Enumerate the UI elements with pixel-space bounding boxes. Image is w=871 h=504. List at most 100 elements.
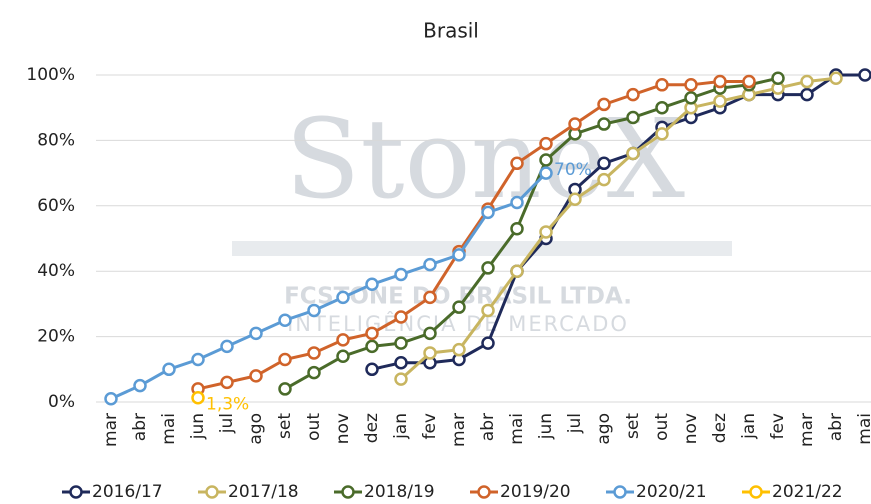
marker [597,156,611,171]
series-line [399,76,837,381]
legend-label: 2018/19 [364,482,435,502]
y-tick-label: 20% [37,327,75,347]
x-tick-label: out [652,413,672,441]
x-tick-label: jan [739,413,759,440]
marker [423,257,437,272]
legend-label: 2021/22 [772,482,843,502]
x-tick-label: dez [710,413,730,443]
legend-marker [205,485,219,499]
x-tick-label: mai [507,413,527,445]
marker [452,248,466,262]
marker [365,362,379,377]
watermark: INTELIGÊNCIA DE MERCADO [287,311,629,336]
marker [539,153,553,167]
marker [278,313,292,327]
marker [307,365,321,380]
marker [539,166,553,180]
marker [452,300,466,314]
marker [771,71,785,86]
marker [800,87,814,102]
x-tick-label: ago [594,413,614,445]
marker [713,94,727,108]
y-tick-label: 100% [26,65,75,85]
marker [481,261,495,275]
x-tick-label: nov [681,413,701,444]
marker [394,372,408,386]
marker [191,390,205,405]
data-label: 1,3% [206,395,249,415]
marker [510,156,524,171]
marker [568,192,582,207]
marker [336,333,350,347]
legend-label: 2016/17 [92,482,163,502]
marker [423,326,437,341]
x-tick-label: jun [536,413,556,440]
x-tick-label: fev [420,413,440,440]
marker [220,375,234,390]
x-tick-label: mar [449,413,469,447]
marker [394,336,408,350]
legend-marker [477,485,491,499]
x-tick-label: jul [565,413,585,434]
chart-title: Brasil [423,19,479,43]
legend-marker [341,485,355,499]
x-tick-label: abr [478,413,498,441]
x-tick-label: abr [826,413,846,441]
marker [365,339,379,354]
marker [162,362,176,377]
marker [510,264,524,278]
marker [394,310,408,324]
y-tick-label: 60% [37,196,75,216]
y-tick-label: 40% [37,261,75,281]
marker [684,91,698,105]
x-tick-label: out [304,413,324,441]
marker [626,87,640,102]
marker [829,71,843,86]
marker [481,336,495,350]
x-tick-label: dez [362,413,382,443]
x-tick-label: set [623,413,643,439]
marker [655,100,669,115]
marker [104,391,118,406]
marker [684,78,698,92]
marker [655,127,669,141]
x-tick-label: set [275,413,295,439]
marker [626,146,640,161]
x-tick-label: mar [101,413,121,447]
x-tick-label: ago [246,413,266,445]
series-line [110,172,548,401]
marker [278,382,292,396]
watermark-bar [232,241,732,256]
x-tick-label: jan [391,413,411,440]
marker [713,74,727,89]
marker [336,290,350,305]
marker [365,277,379,292]
marker [307,303,321,318]
marker [249,326,263,341]
marker [800,74,814,89]
x-tick-label: jun [188,413,208,440]
marker [452,342,466,357]
y-tick-label: 80% [37,130,75,150]
marker [394,267,408,282]
legend-marker [613,485,627,499]
marker [742,74,756,89]
legend-label: 2019/20 [500,482,571,502]
y-tick-label: 0% [48,392,75,412]
x-tick-label: abr [130,413,150,441]
legend-label: 2020/21 [636,482,707,502]
marker [191,352,205,367]
marker [423,346,437,360]
marker [133,378,147,393]
data-label: 70% [554,160,592,180]
marker [278,352,292,367]
marker [597,172,611,187]
marker [336,349,350,363]
marker [568,117,582,131]
marker [423,290,437,305]
marker [655,78,669,92]
marker [481,205,495,220]
marker [539,136,553,151]
marker [394,356,408,370]
